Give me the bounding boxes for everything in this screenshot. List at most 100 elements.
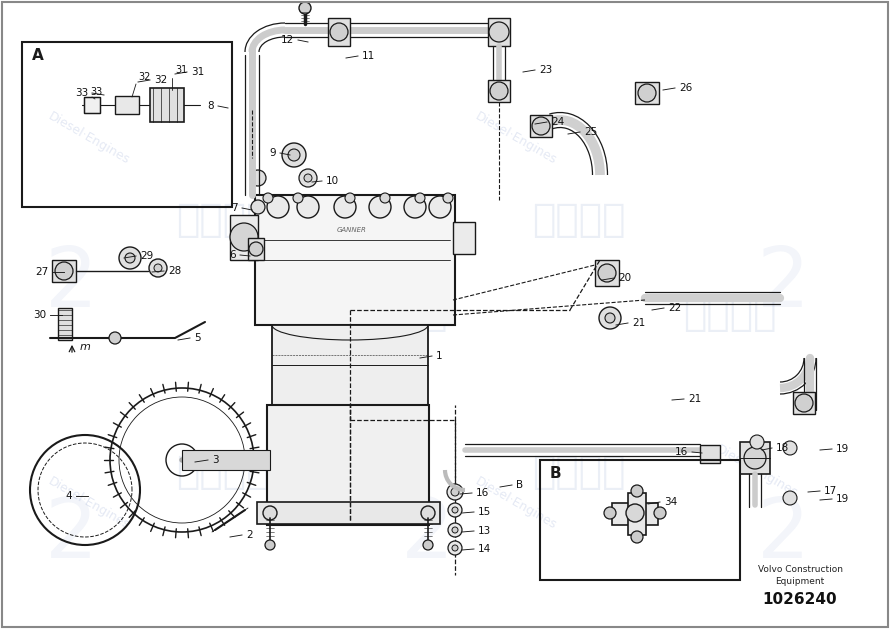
Bar (182, 450, 270, 470)
Text: Diesel·Engines: Diesel·Engines (46, 109, 132, 167)
Circle shape (415, 193, 425, 203)
Circle shape (125, 253, 135, 263)
Text: 31: 31 (175, 65, 187, 75)
Bar (84, 97, 100, 113)
Circle shape (448, 523, 462, 537)
Circle shape (447, 484, 463, 500)
Circle shape (119, 247, 141, 269)
Text: 10: 10 (326, 176, 339, 186)
Circle shape (605, 313, 615, 323)
Bar (595, 260, 619, 286)
Bar (628, 493, 646, 535)
Text: GANNER: GANNER (337, 227, 367, 233)
Circle shape (750, 435, 764, 449)
Circle shape (604, 507, 616, 519)
Text: Diesel·Engines: Diesel·Engines (46, 474, 132, 532)
Bar (793, 392, 815, 414)
Bar (488, 80, 510, 102)
Text: B: B (550, 466, 562, 481)
Text: 9: 9 (270, 148, 276, 158)
Text: 32: 32 (154, 75, 167, 85)
Text: 31: 31 (191, 67, 204, 77)
Text: 2: 2 (756, 243, 810, 323)
Text: 18: 18 (776, 443, 789, 453)
Text: Diesel·Engines: Diesel·Engines (473, 474, 559, 532)
Circle shape (55, 262, 73, 280)
Circle shape (297, 196, 319, 218)
Bar (453, 222, 475, 254)
Circle shape (345, 193, 355, 203)
Text: 21: 21 (688, 394, 701, 404)
Text: 2: 2 (400, 494, 454, 575)
Circle shape (452, 545, 458, 551)
Circle shape (451, 488, 459, 496)
Text: 15: 15 (478, 507, 491, 517)
Text: 32: 32 (138, 72, 150, 82)
Circle shape (369, 196, 391, 218)
Text: 16: 16 (675, 447, 688, 457)
Circle shape (532, 117, 550, 135)
Bar (700, 445, 720, 463)
Text: 33: 33 (75, 88, 88, 98)
Circle shape (638, 84, 656, 102)
Circle shape (249, 242, 263, 256)
Circle shape (744, 447, 766, 469)
Circle shape (421, 506, 435, 520)
Text: 30: 30 (33, 310, 46, 320)
Circle shape (443, 193, 453, 203)
Bar (635, 82, 659, 104)
Bar (272, 325, 428, 405)
Circle shape (149, 259, 167, 277)
Text: 1026240: 1026240 (763, 593, 837, 608)
Text: 紫发动力: 紫发动力 (353, 296, 448, 333)
Bar (612, 503, 658, 525)
Circle shape (423, 540, 433, 550)
Text: 19: 19 (836, 494, 849, 504)
Text: 紫发动力: 紫发动力 (531, 453, 626, 491)
Text: 7: 7 (231, 203, 238, 213)
Bar (248, 238, 264, 260)
Text: 5: 5 (194, 333, 200, 343)
Circle shape (299, 169, 317, 187)
Circle shape (265, 540, 275, 550)
Circle shape (783, 491, 797, 505)
Circle shape (631, 531, 643, 543)
Text: 2: 2 (756, 494, 810, 575)
Text: Diesel·Engines: Diesel·Engines (269, 336, 354, 394)
Text: 33: 33 (90, 87, 102, 97)
Text: 2: 2 (400, 243, 454, 323)
Text: 24: 24 (551, 117, 564, 127)
Text: 紫发动力: 紫发动力 (683, 296, 777, 333)
Circle shape (598, 264, 616, 282)
Text: 14: 14 (478, 544, 491, 554)
Circle shape (452, 527, 458, 533)
Circle shape (288, 149, 300, 161)
Text: 21: 21 (632, 318, 645, 328)
Bar (257, 502, 440, 524)
Text: 28: 28 (168, 266, 182, 276)
Text: 13: 13 (478, 526, 491, 536)
Text: 26: 26 (679, 83, 692, 93)
Circle shape (251, 200, 265, 214)
Bar (22, 42, 232, 207)
Circle shape (380, 193, 390, 203)
Text: 1: 1 (436, 351, 442, 361)
Text: 34: 34 (664, 497, 677, 507)
Circle shape (267, 196, 289, 218)
Text: m: m (80, 342, 91, 352)
Text: 16: 16 (476, 488, 490, 498)
Bar (267, 405, 429, 525)
Bar (58, 308, 72, 340)
Text: 27: 27 (35, 267, 48, 277)
Text: 8: 8 (207, 101, 214, 111)
Circle shape (783, 441, 797, 455)
Bar (230, 215, 258, 260)
Circle shape (330, 23, 348, 41)
Text: 紫发动力: 紫发动力 (175, 201, 270, 239)
Text: 紫发动力: 紫发动力 (531, 201, 626, 239)
Text: 3: 3 (212, 455, 219, 465)
Text: 17: 17 (824, 486, 837, 496)
Circle shape (263, 506, 277, 520)
Bar (740, 442, 770, 474)
Circle shape (631, 485, 643, 497)
